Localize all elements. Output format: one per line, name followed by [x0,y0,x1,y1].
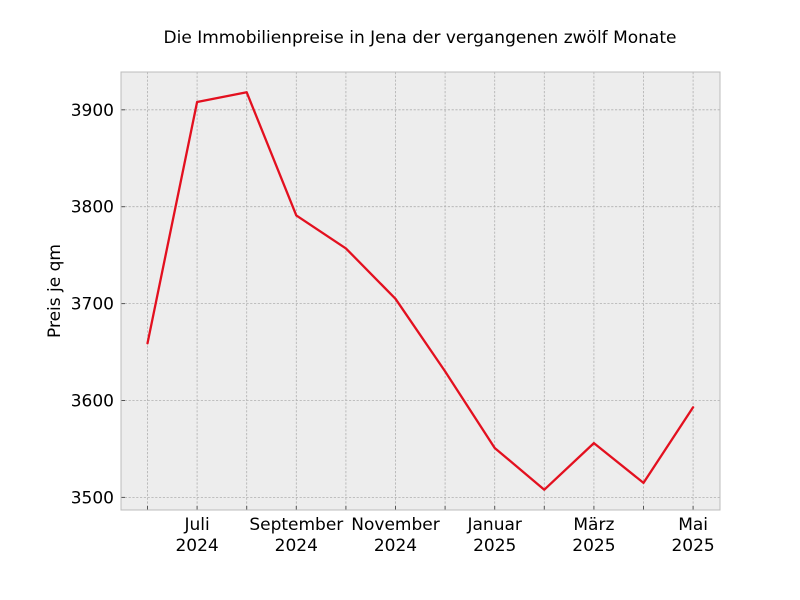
plot-frame [120,71,721,511]
x-tick-label-month: Januar [467,515,522,535]
y-tick-label: 3700 [71,295,114,315]
x-tick-label-year: 2024 [275,536,318,556]
x-tick-label-year: 2025 [572,536,615,556]
axis-ticks [121,109,694,510]
y-tick-label: 3500 [71,488,114,508]
y-axis-label: Preis je qm [45,244,65,338]
x-tick-label-year: 2024 [374,536,417,556]
series [146,91,695,491]
y-tick-label: 3900 [71,101,114,121]
series-line [146,91,695,491]
x-tick-label-month: Juli [183,515,209,535]
tick-labels: 35003600370038003900Juli2024September202… [71,101,715,556]
x-tick-label-year: 2025 [473,536,516,556]
y-tick-label: 3600 [71,392,114,412]
x-tick-label-year: 2024 [175,536,218,556]
plot-area [121,72,720,510]
grid [121,72,720,510]
x-tick-label-year: 2025 [671,536,714,556]
x-tick-label-month: November [351,515,439,535]
chart-title: Die Immobilienpreise in Jena der vergang… [164,28,677,48]
y-tick-label: 3800 [71,198,114,218]
x-tick-label-month: Mai [678,515,708,535]
x-tick-label-month: September [249,515,343,535]
x-tick-label-month: März [573,515,614,535]
